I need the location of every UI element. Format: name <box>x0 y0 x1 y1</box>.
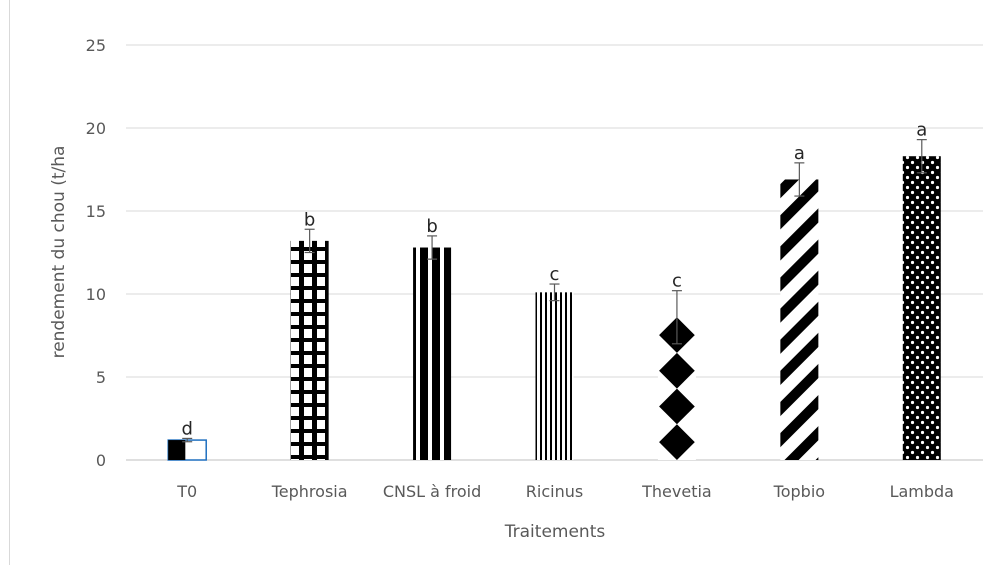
significance-letter: a <box>916 120 927 141</box>
x-axis-label: Traitements <box>504 522 606 542</box>
bar-6: a <box>902 120 941 460</box>
significance-letter: b <box>304 209 315 230</box>
bar-fill <box>902 156 941 460</box>
significance-letter: d <box>181 418 192 439</box>
diamond-mark <box>659 352 695 389</box>
gridlines <box>126 44 983 461</box>
bar-4: c <box>657 271 696 460</box>
x-tick-label: Lambda <box>890 482 954 501</box>
x-tick-label: Tephrosia <box>271 482 348 501</box>
x-tick-label: T0 <box>176 482 197 501</box>
y-tick-label: 5 <box>96 368 106 387</box>
bar-2: b <box>413 216 452 460</box>
x-tick-label: Thevetia <box>641 482 712 501</box>
significance-letter: b <box>426 216 437 237</box>
y-tick-label: 20 <box>86 119 106 138</box>
bar-fill <box>535 292 574 460</box>
y-tick-label: 15 <box>86 202 106 221</box>
diamond-mark <box>659 388 695 425</box>
y-tick-label: 0 <box>96 451 106 470</box>
bar-fill <box>413 247 452 460</box>
y-tick-label: 10 <box>86 285 106 304</box>
x-axis-tick-labels: T0 Tephrosia CNSL à froid Ricinus Thevetia To… <box>176 482 954 501</box>
x-tick-label: Topbio <box>773 482 825 501</box>
y-tick-label: 25 <box>86 36 106 55</box>
diamond-mark <box>659 424 695 460</box>
y-axis-tick-labels: 0 5 10 15 20 25 <box>86 36 106 470</box>
bars: d b b c c a a <box>167 120 941 461</box>
bar-5: a <box>780 143 819 460</box>
significance-letter: c <box>672 271 682 292</box>
bar-3: c <box>535 264 574 460</box>
bar-fill <box>290 240 329 460</box>
bar-fill <box>780 179 819 460</box>
left-border-line <box>9 0 10 565</box>
significance-letter: a <box>794 143 805 164</box>
x-tick-label: CNSL à froid <box>383 482 481 501</box>
significance-letter: c <box>550 264 560 285</box>
bar-1: b <box>290 209 329 460</box>
bar-fill-dark <box>168 440 186 460</box>
x-tick-label: Ricinus <box>526 482 583 501</box>
bar-0: d <box>167 418 207 461</box>
y-axis-label: rendement du chou (t/ha <box>49 146 69 359</box>
